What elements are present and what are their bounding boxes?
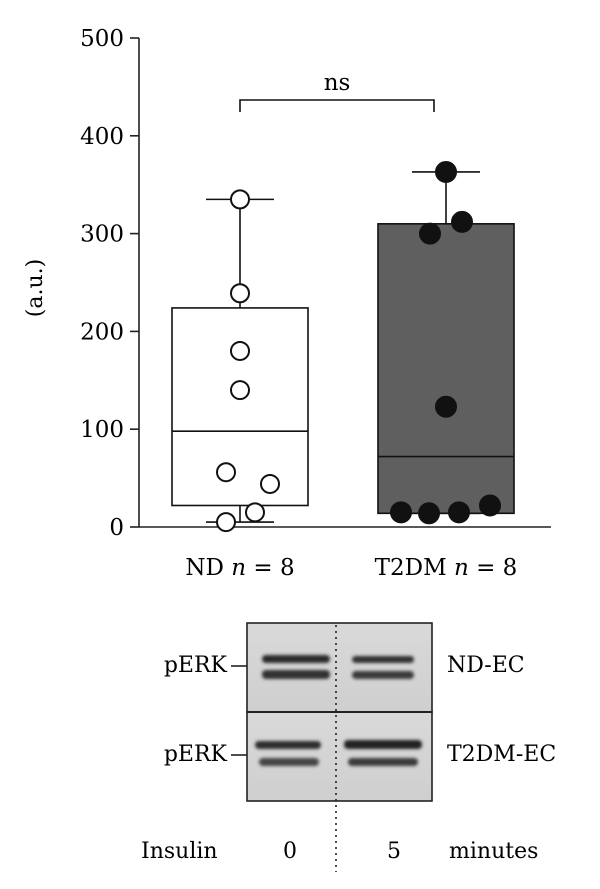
x-label-n-value: = 8	[246, 555, 295, 581]
x-label-group-0: ND n = 8	[185, 555, 294, 581]
x-label-n: n	[454, 555, 469, 581]
x-label-name: T2DM	[375, 555, 454, 581]
bands-nd	[262, 655, 414, 679]
significance-line	[239, 99, 435, 112]
y-tick-label-500: 500	[80, 26, 124, 52]
x-label-n-value: = 8	[469, 555, 518, 581]
x-labels: ND n = 8 T2DM n = 8	[185, 555, 517, 581]
blot-image-t2dm	[246, 711, 433, 802]
minutes-label: minutes	[449, 839, 538, 864]
western-blot-panel: pERK pERK ND-EC T2DM-EC Insulin 0 5 minu…	[141, 622, 556, 872]
y-tick-label-0: 0	[109, 515, 124, 541]
insulin-label: Insulin	[141, 839, 218, 864]
group-0-point-5	[230, 340, 250, 361]
y-tick-label-300: 300	[80, 222, 124, 248]
y-tick-label-100: 100	[80, 417, 124, 443]
x-label-n: n	[231, 555, 246, 581]
group-1-point-2	[448, 501, 470, 524]
blot-right-label-2: T2DM-EC	[447, 742, 556, 767]
group-1-point-6	[451, 210, 473, 233]
bands-t2dm	[255, 740, 422, 766]
blot-left-label-2: pERK	[164, 742, 228, 767]
group-0-point-0	[216, 512, 236, 533]
group-0-point-2	[260, 473, 280, 494]
blot-right-label-1: ND-EC	[447, 653, 525, 678]
insulin-time-0: 0	[283, 839, 297, 864]
group-0-point-7	[230, 189, 250, 210]
group-0-point-1	[245, 502, 265, 523]
group-1-point-7	[435, 160, 457, 183]
x-label-group-1: T2DM n = 8	[375, 555, 518, 581]
group-0-point-4	[230, 380, 250, 401]
blot-image-nd	[246, 622, 433, 713]
group-0-point-6	[230, 283, 250, 304]
y-axis-label: (a.u.)	[23, 259, 48, 317]
x-label-name: ND	[185, 555, 231, 581]
insulin-time-5: 5	[387, 839, 401, 864]
group-0-box	[171, 307, 309, 507]
significance-label: ns	[324, 70, 351, 96]
group-1-point-3	[479, 494, 501, 517]
significance-bracket: ns	[239, 70, 435, 112]
y-ticks: 0 100 200 300 400 500	[80, 26, 139, 541]
y-tick-label-400: 400	[80, 124, 124, 150]
group-1-point-1	[418, 502, 440, 525]
group-1-box	[377, 223, 515, 515]
y-tick-label-200: 200	[80, 319, 124, 345]
group-1-point-0	[390, 501, 412, 524]
group-0-point-3	[216, 462, 236, 483]
blot-left-label-1: pERK	[164, 653, 228, 678]
group-1-point-4	[435, 395, 457, 418]
group-1-point-5	[419, 222, 441, 245]
boxes	[171, 160, 515, 533]
